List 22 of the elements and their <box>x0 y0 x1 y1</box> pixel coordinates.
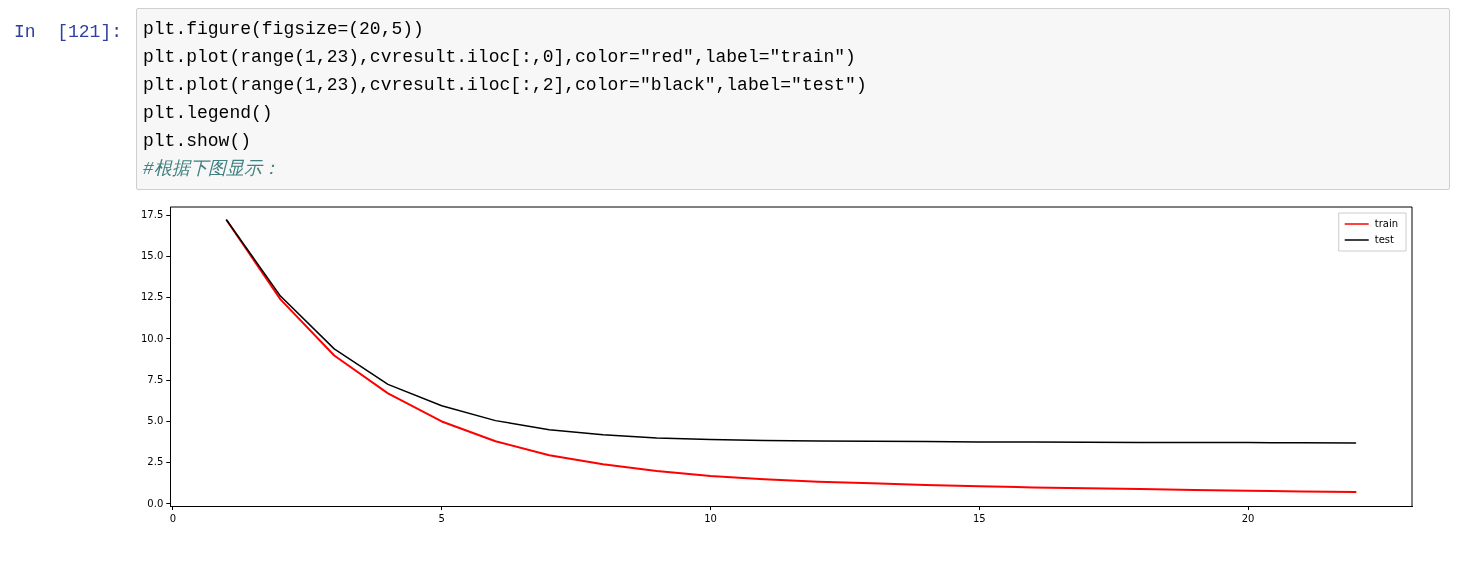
x-tick-label: 0 <box>169 512 177 524</box>
y-tick-label: 17.5 <box>141 208 164 220</box>
text: #根据下图显示： <box>143 158 281 181</box>
legend-label: test <box>1374 233 1395 245</box>
y-tick-label: 5.0 <box>147 415 164 427</box>
x-tick-label: 15 <box>972 512 986 524</box>
text: plt.legend() <box>143 102 274 125</box>
y-tick-label: 12.5 <box>141 291 164 303</box>
y-tick-label: 2.5 <box>147 456 164 468</box>
legend-label: train <box>1374 217 1398 229</box>
text: plt.figure(figsize=(20,5)) <box>143 18 425 41</box>
text: In [121]: <box>13 21 124 42</box>
text: plt.plot(range(1,23),cvresult.iloc[:,0],color="red",label="train") <box>143 46 857 69</box>
y-tick-label: 10.0 <box>141 332 164 344</box>
x-tick-label: 5 <box>438 512 445 524</box>
x-tick-label: 20 <box>1241 512 1255 524</box>
y-tick-label: 0.0 <box>147 497 164 509</box>
text: plt.show() <box>143 130 253 153</box>
y-tick-label: 15.0 <box>141 250 164 262</box>
y-tick-label: 7.5 <box>147 373 164 385</box>
x-tick-label: 10 <box>704 512 717 524</box>
text: plt.plot(range(1,23),cvresult.iloc[:,2],color="black",label="test") <box>143 74 868 97</box>
